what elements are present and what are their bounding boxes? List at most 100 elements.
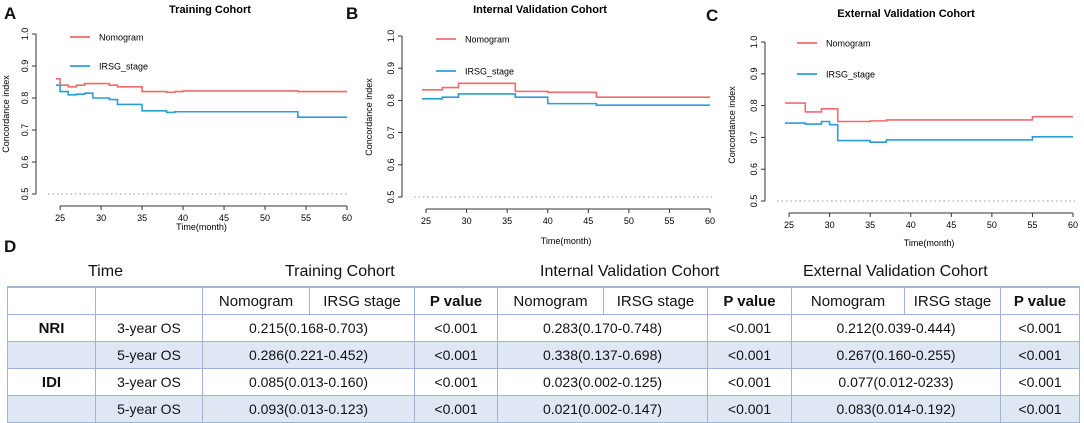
training-p-cell: <0.001 [414, 368, 498, 396]
training-value-cell: 0.215(0.168-0.703) [202, 314, 415, 342]
subheader-nomogram-training: Nomogram [202, 286, 310, 315]
series-line-nomogram [785, 102, 1073, 123]
x-tick-label: 40 [178, 213, 188, 223]
x-tick-label: 50 [624, 216, 634, 226]
internal-value-cell: 0.023(0.002-0.125) [497, 368, 708, 396]
y-tick-label: 0.5 [386, 191, 396, 204]
stats-table: Nomogram IRSG stage P value Nomogram IRS… [7, 286, 1080, 423]
y-tick-label: 1.0 [386, 30, 396, 43]
x-tick-label: 55 [664, 216, 674, 226]
y-tick-label: 0.9 [749, 68, 759, 81]
chart-training-cohort: Training Cohort 0.5 0.6 0.7 0.8 0.9 1.0 Concord… [1, 4, 352, 232]
external-p-cell: <0.001 [1000, 395, 1080, 423]
internal-p-cell: <0.001 [707, 314, 792, 342]
y-axis-label: Concordance index [1, 75, 11, 153]
external-value-cell: 0.212(0.039-0.444) [791, 314, 1001, 342]
x-tick-label: 55 [1027, 220, 1037, 230]
external-p-cell: <0.001 [1000, 368, 1080, 396]
subheader-nomogram-external: Nomogram [791, 286, 905, 315]
internal-value-cell: 0.338(0.137-0.698) [497, 341, 708, 369]
table-header-internal: Internal Validation Cohort [540, 263, 720, 280]
metric-cell [7, 341, 96, 369]
x-tick-label: 35 [502, 216, 512, 226]
x-tick-label: 35 [137, 213, 147, 223]
y-tick-label: 0.6 [20, 156, 30, 169]
training-p-cell: <0.001 [414, 341, 498, 369]
subheader-pvalue-internal: P value [707, 286, 792, 315]
y-tick-label: 0.8 [386, 94, 396, 107]
time-cell: 3-year OS [95, 314, 203, 342]
training-value-cell: 0.286(0.221-0.452) [202, 341, 415, 369]
subheader-irsg-training: IRSG stage [309, 286, 415, 315]
external-value-cell: 0.077(0.012-0233) [791, 368, 1001, 396]
subheader-irsg-internal: IRSG stage [603, 286, 708, 315]
subheader-irsg-external: IRSG stage [904, 286, 1001, 315]
y-tick-label: 1.0 [20, 28, 30, 41]
x-axis-label: Time(month) [541, 236, 592, 246]
subheader-nomogram-internal: Nomogram [497, 286, 604, 315]
x-tick-label: 45 [583, 216, 593, 226]
y-tick-label: 0.7 [20, 124, 30, 137]
x-tick-label: 25 [784, 220, 794, 230]
time-cell: 5-year OS [95, 341, 203, 369]
chart-title: External Validation Cohort [837, 8, 975, 20]
y-axis-label: Concordance index [364, 78, 374, 156]
y-tick-label: 0.5 [749, 195, 759, 208]
chart-title: Training Cohort [169, 4, 251, 16]
subheader-pvalue-external: P value [1000, 286, 1080, 315]
metric-cell: IDI [7, 368, 96, 396]
subheader-cell [7, 286, 96, 315]
subheader-cell [95, 286, 203, 315]
x-tick-label: 60 [1068, 220, 1078, 230]
x-tick-label: 25 [421, 216, 431, 226]
x-tick-label: 60 [342, 213, 352, 223]
y-tick-label: 0.7 [386, 126, 396, 139]
external-p-cell: <0.001 [1000, 341, 1080, 369]
training-value-cell: 0.093(0.013-0.123) [202, 395, 415, 423]
legend-label: Nomogram [826, 39, 871, 49]
table-subheader-row: Nomogram IRSG stage P value Nomogram IRS… [7, 286, 1080, 315]
table-row: IDI 3-year OS 0.085(0.013-0.160) <0.001 … [7, 368, 1080, 396]
external-value-cell: 0.083(0.014-0.192) [791, 395, 1001, 423]
x-tick-label: 40 [543, 216, 553, 226]
series-line-irsg_stage [56, 84, 347, 118]
x-tick-label: 45 [219, 213, 229, 223]
panel-label-d: D [4, 237, 17, 256]
y-tick-label: 0.9 [20, 60, 30, 73]
x-axis-label: Time(month) [176, 222, 227, 232]
series-line-irsg_stage [785, 120, 1073, 143]
x-tick-label: 35 [865, 220, 875, 230]
training-p-cell: <0.001 [414, 395, 498, 423]
internal-p-cell: <0.001 [707, 395, 792, 423]
internal-p-cell: <0.001 [707, 341, 792, 369]
table-row: NRI 3-year OS 0.215(0.168-0.703) <0.001 … [7, 314, 1080, 342]
y-tick-label: 0.6 [749, 163, 759, 176]
panel-label-b: B [346, 4, 359, 23]
chart-internal-validation-cohort: Internal Validation Cohort 0.5 0.6 0.7 0.8 0.… [364, 4, 715, 246]
x-tick-label: 25 [55, 213, 65, 223]
external-value-cell: 0.267(0.160-0.255) [791, 341, 1001, 369]
legend-label: IRSG_stage [465, 67, 514, 77]
time-cell: 5-year OS [95, 395, 203, 423]
x-tick-label: 30 [96, 213, 106, 223]
x-tick-label: 30 [462, 216, 472, 226]
table-header-external: External Validation Cohort [803, 263, 988, 280]
table-row: 5-year OS 0.286(0.221-0.452) <0.001 0.33… [7, 341, 1080, 369]
chart-title: Internal Validation Cohort [473, 4, 607, 16]
y-tick-label: 1.0 [749, 36, 759, 49]
y-tick-label: 0.9 [386, 62, 396, 75]
training-p-cell: <0.001 [414, 314, 498, 342]
panel-label-c: C [706, 6, 719, 25]
series-line-nomogram [56, 78, 347, 94]
x-tick-label: 50 [260, 213, 270, 223]
x-tick-label: 50 [987, 220, 997, 230]
subheader-pvalue-training: P value [414, 286, 498, 315]
training-value-cell: 0.085(0.013-0.160) [202, 368, 415, 396]
x-tick-label: 60 [705, 216, 715, 226]
internal-value-cell: 0.021(0.002-0.147) [497, 395, 708, 423]
y-tick-label: 0.6 [386, 159, 396, 172]
x-tick-label: 40 [906, 220, 916, 230]
metric-cell [7, 395, 96, 423]
table-header-training: Training Cohort [285, 263, 395, 280]
series-line-nomogram [422, 82, 710, 98]
